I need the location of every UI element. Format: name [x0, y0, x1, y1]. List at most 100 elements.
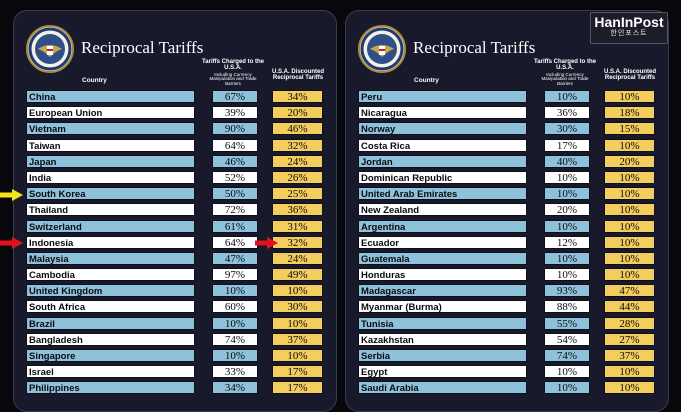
table-row: New Zealand 20% 10% — [346, 203, 668, 219]
discounted-tariff-cell: 37% — [604, 349, 655, 362]
discounted-tariff-cell: 18% — [604, 106, 655, 120]
table-row: Jordan 40% 20% — [346, 154, 668, 171]
table-row: Egypt 10% 10% — [346, 365, 668, 381]
discounted-tariff-cell: 10% — [604, 381, 655, 395]
table-row: Japan 46% 24% — [14, 154, 336, 171]
table-row: Madagascar 93% 47% — [346, 284, 668, 300]
presidential-seal-icon — [26, 25, 74, 73]
country-cell: Israel — [26, 365, 195, 379]
country-cell: Switzerland — [26, 219, 195, 233]
table-row: South Africa 60% 30% — [14, 300, 336, 316]
discounted-tariff-cell: 20% — [272, 106, 323, 120]
table-row: Nicaragua 36% 18% — [346, 106, 668, 122]
table-row: European Union 39% 20% — [14, 106, 336, 122]
table-row: Vietnam 90% 46% — [14, 122, 336, 138]
charged-tariff-cell: 74% — [212, 332, 258, 346]
discounted-tariff-cell: 17% — [272, 381, 323, 395]
country-cell: Singapore — [26, 349, 195, 362]
discounted-tariff-cell: 10% — [604, 90, 655, 103]
table-row: Costa Rica 17% 10% — [346, 138, 668, 155]
table-row: China 67% 34% — [14, 90, 336, 106]
country-cell: Dominican Republic — [358, 170, 527, 184]
table-row: Brazil 10% 10% — [14, 316, 336, 333]
country-cell: Indonesia — [26, 235, 195, 249]
country-cell: Ecuador — [358, 235, 527, 249]
header-charged: Tariffs Charged to the U.S.A. Including … — [534, 59, 596, 87]
country-cell: Serbia — [358, 349, 527, 362]
discounted-tariff-cell: 46% — [272, 122, 323, 136]
charged-tariff-cell: 10% — [544, 381, 590, 395]
table-row: South Korea 50% 25% — [14, 187, 336, 203]
charged-tariff-cell: 10% — [544, 170, 590, 184]
table-row: Myanmar (Burma) 88% 44% — [346, 300, 668, 316]
header-charged-label: Tariffs Charged to the U.S.A. — [202, 59, 264, 72]
charged-tariff-cell: 93% — [544, 284, 590, 298]
table-row: Thailand 72% 36% — [14, 203, 336, 219]
country-cell: Cambodia — [26, 268, 195, 282]
charged-tariff-cell: 88% — [544, 300, 590, 314]
charged-tariff-cell: 52% — [212, 170, 258, 184]
header-country: Country — [414, 77, 439, 84]
header-charged-sub: Including Currency Manipulation and Trad… — [209, 71, 257, 87]
country-cell: Nicaragua — [358, 106, 527, 120]
charged-tariff-cell: 36% — [544, 106, 590, 120]
country-cell: Argentina — [358, 219, 527, 233]
charged-tariff-cell: 39% — [212, 106, 258, 120]
charged-tariff-cell: 54% — [544, 332, 590, 346]
charged-tariff-cell: 34% — [212, 381, 258, 395]
charged-tariff-cell: 55% — [544, 316, 590, 330]
tariff-panel-left: Reciprocal Tariffs Country Tariffs Charg… — [13, 10, 337, 412]
country-cell: Vietnam — [26, 122, 195, 136]
tariff-table-left: China 67% 34% European Union 39% 20% Vietnam 90… — [14, 90, 336, 398]
country-cell: Philippines — [26, 381, 195, 395]
table-row: Taiwan 64% 32% — [14, 138, 336, 155]
country-cell: Brazil — [26, 316, 195, 330]
header-charged: Tariffs Charged to the U.S.A. Including … — [202, 59, 264, 87]
header-charged-sub: Including Currency Manipulation and Trad… — [541, 71, 589, 87]
charged-tariff-cell: 50% — [212, 187, 258, 201]
discounted-tariff-cell: 32% — [272, 235, 323, 249]
panel-title: Reciprocal Tariffs — [81, 38, 204, 57]
country-cell: Tunisia — [358, 316, 527, 330]
country-cell: Thailand — [26, 203, 195, 217]
charged-tariff-cell: 10% — [544, 90, 590, 103]
table-row: Cambodia 97% 49% — [14, 268, 336, 284]
discounted-tariff-cell: 37% — [272, 332, 323, 346]
hanin-post-logo[interactable]: HanInPost 한인포스트 — [590, 12, 668, 44]
charged-tariff-cell: 10% — [212, 349, 258, 362]
country-cell: South Africa — [26, 300, 195, 314]
discounted-tariff-cell: 10% — [272, 316, 323, 330]
table-row: Honduras 10% 10% — [346, 268, 668, 284]
country-cell: India — [26, 170, 195, 184]
red-arrow-icon — [255, 236, 279, 249]
discounted-tariff-cell: 10% — [604, 203, 655, 217]
country-cell: Guatemala — [358, 251, 527, 265]
charged-tariff-cell: 30% — [544, 122, 590, 136]
charged-tariff-cell: 64% — [212, 235, 258, 249]
country-cell: Japan — [26, 154, 195, 168]
header-discounted: U.S.A. Discounted Reciprocal Tariffs — [271, 69, 324, 82]
country-cell: China — [26, 90, 195, 103]
discounted-tariff-cell: 10% — [604, 170, 655, 184]
table-row: Guatemala 10% 10% — [346, 251, 668, 268]
discounted-tariff-cell: 24% — [272, 251, 323, 265]
table-row: Tunisia 55% 28% — [346, 316, 668, 333]
table-row: Bangladesh 74% 37% — [14, 332, 336, 349]
charged-tariff-cell: 67% — [212, 90, 258, 103]
table-row: India 52% 26% — [14, 170, 336, 187]
table-row: Argentina 10% 10% — [346, 219, 668, 236]
table-row: Dominican Republic 10% 10% — [346, 170, 668, 187]
discounted-tariff-cell: 44% — [604, 300, 655, 314]
charged-tariff-cell: 10% — [544, 219, 590, 233]
country-cell: European Union — [26, 106, 195, 120]
charged-tariff-cell: 10% — [544, 365, 590, 379]
header-discounted: U.S.A. Discounted Reciprocal Tariffs — [603, 69, 656, 82]
country-cell: Egypt — [358, 365, 527, 379]
country-cell: Honduras — [358, 268, 527, 282]
logo-text: HanInPost — [594, 14, 664, 30]
charged-tariff-cell: 46% — [212, 154, 258, 168]
country-cell: Norway — [358, 122, 527, 136]
charged-tariff-cell: 10% — [544, 187, 590, 201]
charged-tariff-cell: 10% — [212, 284, 258, 298]
charged-tariff-cell: 10% — [212, 316, 258, 330]
